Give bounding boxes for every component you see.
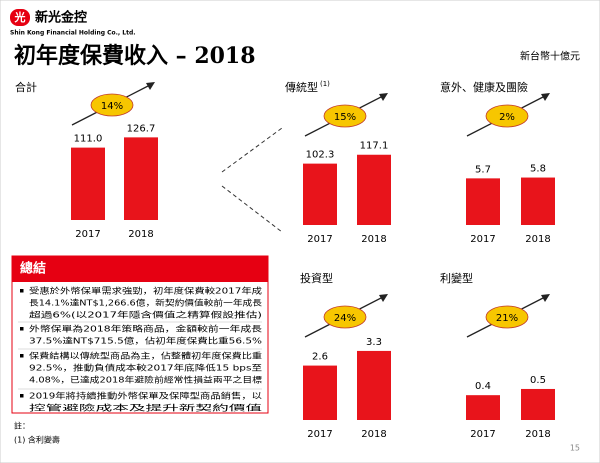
growth-label: 2% [499, 112, 515, 123]
bar [124, 137, 158, 220]
growth-oval [323, 104, 367, 128]
page-number: 15 [570, 444, 580, 453]
bullet-text: 保費結構以傳統型商品為主，佔整體初年度保費比重 [29, 351, 262, 361]
growth-label: 15% [334, 112, 356, 123]
category-label: 2017 [307, 234, 332, 245]
category-label: 2018 [525, 429, 550, 440]
growth-label: 21% [496, 313, 518, 324]
chart-title: 意外、健康及團險 [440, 80, 528, 94]
connector [221, 127, 283, 173]
bullet-text: 長14.1%達NT$1,266.6億，新契約價值較前一年成長 [29, 298, 262, 308]
growth-arrowhead [541, 93, 550, 101]
growth-arrowhead [379, 93, 388, 101]
value-label: 102.3 [306, 150, 335, 161]
summary-header [12, 256, 268, 282]
bar [521, 177, 555, 225]
category-label: 2018 [128, 229, 153, 240]
bar [466, 178, 500, 225]
value-label: 3.3 [366, 337, 382, 348]
value-label: 111.0 [74, 134, 103, 145]
value-label: 2.6 [312, 352, 328, 363]
value-label: 126.7 [127, 123, 156, 134]
growth-oval [323, 305, 367, 329]
category-label: 2017 [307, 429, 332, 440]
growth-oval [485, 305, 529, 329]
chart-title: 合計 [15, 80, 37, 94]
bullet-text: 受惠於外幣保單需求強勁，初年度保費較2017年成 [29, 286, 262, 296]
value-label: 117.1 [360, 141, 389, 152]
chart-title: 傳統型 [285, 80, 318, 94]
bullet-marker [20, 327, 24, 331]
growth-label: 14% [101, 101, 123, 112]
company-name: 新光金控 [35, 10, 87, 26]
category-label: 2018 [525, 234, 550, 245]
footnote-item: (1) 含利變壽 [14, 435, 60, 445]
bullet-text: 超過6%(以2017年隱含價值之精算假設推估) [29, 310, 262, 320]
title-note: (1) [320, 80, 330, 88]
bar [71, 147, 105, 220]
bullet-text: 控管避險成本及提升新契約價值 [29, 403, 262, 413]
connector [221, 185, 283, 233]
bullet-marker [20, 289, 24, 293]
bar [303, 163, 337, 225]
value-label: 0.5 [530, 375, 546, 386]
company-en: Shin Kong Financial Holding Co., Ltd. [10, 30, 136, 37]
summary-box [11, 255, 269, 414]
value-label: 5.8 [530, 164, 546, 175]
bullet-text: 外幣保單為2018年策略商品，金額較前一年成長 [29, 324, 262, 334]
bullet-text: 92.5%，推動負債成本較2017年底降低15 bps至 [29, 363, 262, 373]
category-label: 2018 [361, 429, 386, 440]
category-label: 2017 [470, 429, 495, 440]
logo-mark: 光 [14, 10, 26, 24]
chart-title: 投資型 [300, 271, 333, 285]
bullet-text: 4.08%，已達成2018年避險前經常性損益兩平之目標 [29, 375, 262, 385]
chart-title: 利變型 [440, 271, 473, 285]
category-label: 2017 [75, 229, 100, 240]
category-label: 2017 [470, 234, 495, 245]
growth-arrowhead [379, 294, 388, 302]
logo-badge [10, 9, 30, 26]
bullet-marker [20, 354, 24, 358]
bar [466, 395, 500, 420]
bar [521, 388, 555, 420]
bullet-text: 2019年將持續推動外幣保單及保障型商品銷售，以 [29, 391, 262, 401]
growth-arrowhead [541, 294, 550, 302]
growth-oval [90, 93, 134, 117]
value-label: 0.4 [475, 381, 491, 392]
bar [303, 365, 337, 420]
bar [357, 350, 391, 420]
category-label: 2018 [361, 234, 386, 245]
footnote-heading: 註： [14, 421, 30, 431]
bullet-text: 37.5%達NT$715.5億，佔初年度保費比重56.5% [29, 336, 263, 346]
slide-title: 初年度保費收入 – 2018 [14, 43, 256, 69]
bullet-marker [20, 394, 24, 398]
growth-arrowhead [146, 82, 155, 90]
bar [357, 154, 391, 225]
summary-heading: 總結 [20, 261, 46, 277]
growth-label: 24% [334, 313, 356, 324]
growth-oval [485, 104, 529, 128]
value-label: 5.7 [475, 164, 491, 175]
unit-label: 新台幣十億元 [520, 50, 580, 63]
